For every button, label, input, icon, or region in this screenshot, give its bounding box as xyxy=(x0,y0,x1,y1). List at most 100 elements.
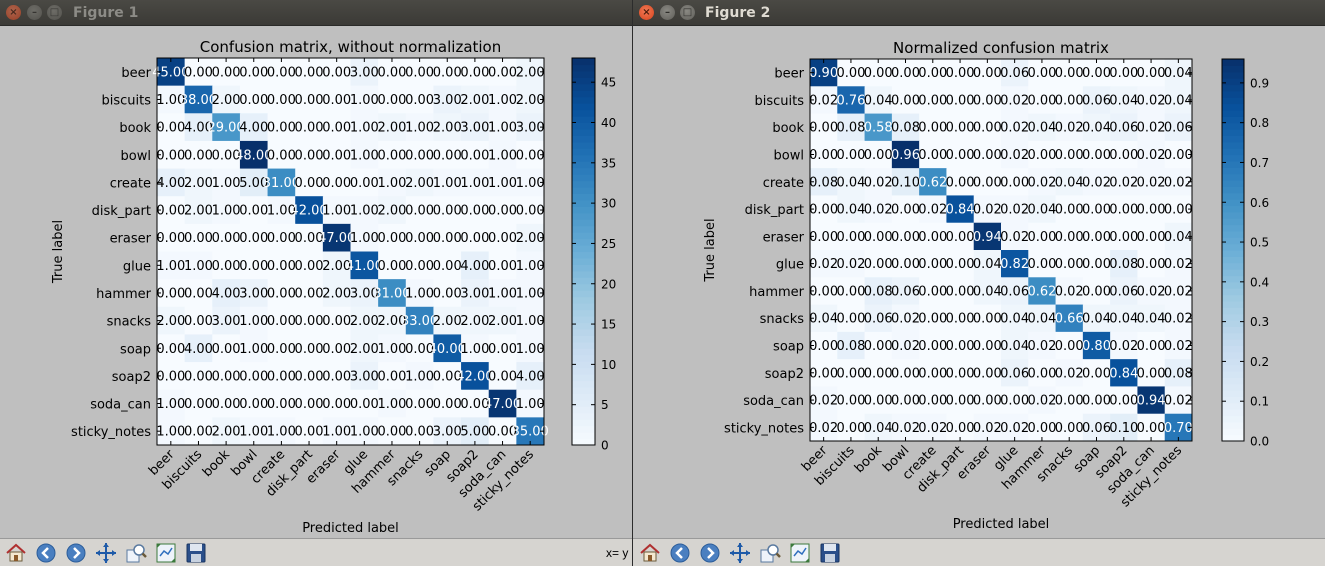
cell-value: 0.02 xyxy=(1000,203,1029,218)
matrix-cell xyxy=(322,196,351,225)
matrix-cell xyxy=(1110,331,1138,360)
cell-value: 1.00 xyxy=(377,176,406,191)
cell-value: 0.00 xyxy=(322,342,351,357)
cell-value: 0.00 xyxy=(239,397,268,412)
close-icon[interactable]: × xyxy=(639,5,654,20)
pan-icon[interactable] xyxy=(94,541,118,565)
matrix-cell xyxy=(461,251,490,280)
matrix-cell xyxy=(919,59,947,87)
minimize-icon[interactable]: – xyxy=(660,5,675,20)
matrix-cell xyxy=(946,140,975,169)
matrix-cell xyxy=(516,389,545,418)
cell-value: 0.00 xyxy=(156,369,185,384)
matrix-cell xyxy=(1137,222,1166,251)
matrix-cell xyxy=(919,195,947,224)
maximize-icon[interactable]: □ xyxy=(680,5,695,20)
cell-value: 0.02 xyxy=(1027,394,1056,409)
cell-value: 0.08 xyxy=(1164,366,1193,381)
save-icon[interactable] xyxy=(184,541,208,565)
save-icon[interactable] xyxy=(818,541,842,565)
matrix-cell xyxy=(378,251,407,280)
matrix-cell xyxy=(157,223,186,252)
matrix-cell xyxy=(891,386,920,415)
cell-value: 0.08 xyxy=(836,121,865,136)
matrix-cell xyxy=(405,85,434,114)
cell-value: 0.00 xyxy=(295,286,324,301)
cell-value: 0.00 xyxy=(433,286,462,301)
matrix-cell xyxy=(322,279,351,308)
matrix-cell xyxy=(1055,86,1084,115)
matrix-cell xyxy=(946,304,975,333)
subplots-icon[interactable] xyxy=(154,541,178,565)
cell-value: 0.00 xyxy=(433,369,462,384)
cell-value: 0.02 xyxy=(1109,175,1138,190)
cell-value: 0.00 xyxy=(1164,203,1193,218)
matrix-cell xyxy=(239,58,269,87)
cell-value: 0.00 xyxy=(1055,394,1084,409)
matrix-cell xyxy=(1110,86,1138,115)
matrix-cell xyxy=(946,413,975,442)
cell-value: 1.00 xyxy=(350,204,379,219)
zoom-icon[interactable] xyxy=(124,541,148,565)
cell-value: 0.00 xyxy=(1055,93,1084,108)
matrix-cell xyxy=(488,251,517,280)
colorbar-tick-label: 0.2 xyxy=(1250,355,1269,369)
cell-value: 0.00 xyxy=(433,204,462,219)
cell-value: 0.00 xyxy=(433,231,462,246)
subplots-icon[interactable] xyxy=(788,541,812,565)
cell-value: 0.00 xyxy=(891,257,920,272)
cell-value: 0.04 xyxy=(1027,203,1056,218)
matrix-cell xyxy=(1028,250,1057,278)
cell-value: 0.00 xyxy=(891,203,920,218)
matrix-cell xyxy=(461,389,490,418)
cell-value: 0.00 xyxy=(156,231,185,246)
matrix-cell xyxy=(157,279,186,308)
pan-icon[interactable] xyxy=(728,541,752,565)
matrix-cell xyxy=(516,251,545,280)
home-icon[interactable] xyxy=(638,541,662,565)
cell-value: 0.00 xyxy=(836,230,865,245)
cell-value: 1.00 xyxy=(516,397,545,412)
cell-value: 0.08 xyxy=(891,121,920,136)
zoom-icon[interactable] xyxy=(758,541,782,565)
y-tick-label: biscuits xyxy=(754,94,804,109)
matrix-cell xyxy=(516,334,545,363)
cell-value: 0.04 xyxy=(1082,312,1111,327)
colorbar-tick-label: 0.3 xyxy=(1250,315,1269,329)
forward-icon[interactable] xyxy=(64,541,88,565)
matrix-cell xyxy=(1028,277,1057,306)
cell-value: 0.00 xyxy=(864,366,893,381)
matrix-cell xyxy=(919,331,947,360)
matrix-cell xyxy=(1001,386,1029,415)
matrix-cell xyxy=(184,362,213,391)
back-icon[interactable] xyxy=(34,541,58,565)
matrix-cell xyxy=(891,331,920,360)
close-icon[interactable]: × xyxy=(6,5,21,20)
colorbar-tick-label: 10 xyxy=(601,358,616,372)
cell-value: 29.00 xyxy=(207,121,244,136)
matrix-cell xyxy=(405,223,434,252)
cell-value: 0.02 xyxy=(1164,284,1193,299)
matrix-cell xyxy=(1028,386,1057,415)
home-icon[interactable] xyxy=(4,541,28,565)
cell-value: 0.00 xyxy=(918,121,947,136)
matrix-cell xyxy=(1082,386,1111,415)
maximize-icon[interactable]: □ xyxy=(47,5,62,20)
cell-value: 0.00 xyxy=(295,148,324,163)
cell-value: 0.00 xyxy=(1055,230,1084,245)
back-icon[interactable] xyxy=(668,541,692,565)
cell-value: 0.04 xyxy=(1164,93,1193,108)
matrix-cell xyxy=(184,223,213,252)
colorbar-tick-label: 20 xyxy=(601,277,616,291)
cell-value: 1.00 xyxy=(184,259,213,274)
forward-icon[interactable] xyxy=(698,541,722,565)
matrix-cell xyxy=(891,413,920,442)
y-tick-label: sticky_notes xyxy=(724,421,804,436)
chart-title: Normalized confusion matrix xyxy=(893,39,1109,57)
cell-value: 0.00 xyxy=(1109,394,1138,409)
cell-value: 3.00 xyxy=(350,286,379,301)
minimize-icon[interactable]: – xyxy=(27,5,42,20)
cell-value: 1.00 xyxy=(156,93,185,108)
matrix-cell xyxy=(973,386,1002,415)
matrix-cell xyxy=(322,85,351,114)
